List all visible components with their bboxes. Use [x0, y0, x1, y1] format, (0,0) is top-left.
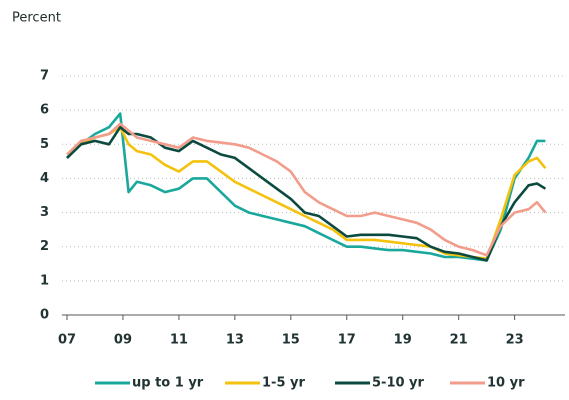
legend-label: 5-10 yr	[372, 376, 425, 391]
x-tick-label: 19	[394, 333, 412, 348]
x-tick-label: 07	[58, 333, 76, 348]
x-tick-label: 11	[170, 333, 188, 348]
y-tick-label: 1	[40, 273, 49, 288]
x-tick-label: 17	[338, 333, 356, 348]
y-axis-label: Percent	[12, 11, 61, 26]
y-tick-label: 7	[40, 69, 49, 84]
x-tick-label: 15	[282, 333, 300, 348]
y-tick-label: 5	[40, 137, 49, 152]
legend-label: 1-5 yr	[262, 376, 305, 391]
x-tick-label: 13	[226, 333, 244, 348]
y-tick-label: 6	[40, 103, 49, 118]
x-tick-label: 09	[114, 333, 132, 348]
x-tick-label: 21	[450, 333, 468, 348]
legend-label: 10 yr	[487, 376, 525, 391]
y-tick-label: 3	[40, 205, 49, 220]
series-line	[66, 112, 546, 262]
legend-label: up to 1 yr	[132, 376, 204, 391]
series-line	[66, 125, 547, 262]
x-tick-label: 23	[506, 333, 524, 348]
y-tick-label: 4	[40, 171, 49, 186]
series-line	[66, 122, 547, 257]
y-tick-label: 2	[40, 239, 49, 254]
y-tick-label: 0	[40, 308, 49, 323]
